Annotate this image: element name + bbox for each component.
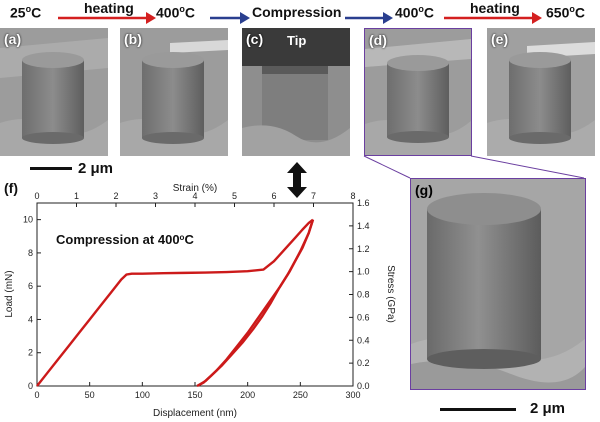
x2-tick-label: 6 bbox=[271, 191, 276, 201]
panel-a-label: (a) bbox=[4, 31, 22, 47]
x-axis-title: Displacement (nm) bbox=[153, 408, 237, 419]
temp-400-label-b: 400oC bbox=[395, 4, 434, 21]
x2-tick-label: 0 bbox=[34, 191, 39, 201]
heating-arrow-1 bbox=[58, 12, 156, 24]
x2-tick-label: 8 bbox=[350, 191, 355, 201]
scale-bar-bottom-label: 2 μm bbox=[530, 400, 566, 417]
y2-tick-label: 0.2 bbox=[357, 358, 370, 368]
series-unloading bbox=[196, 219, 315, 388]
compression-label: Compression bbox=[252, 4, 342, 20]
panel-g-label: (g) bbox=[415, 182, 433, 198]
y2-tick-label: 1.0 bbox=[357, 267, 370, 277]
y2-tick-label: 0.4 bbox=[357, 335, 370, 345]
x-tick-label: 200 bbox=[240, 390, 255, 400]
x2-tick-label: 4 bbox=[192, 191, 197, 201]
y2-tick-label: 1.2 bbox=[357, 244, 370, 254]
temp-start-label: 25oC bbox=[10, 4, 42, 21]
scale-bar-top-label: 2 μm bbox=[78, 160, 114, 177]
y2-tick-label: 1.6 bbox=[357, 198, 370, 208]
panel-c-label: (c) bbox=[246, 31, 264, 47]
temp-400-label-a: 400oC bbox=[156, 4, 195, 21]
temp-650-label: 650oC bbox=[546, 4, 585, 21]
x2-tick-label: 1 bbox=[74, 191, 79, 201]
blue-arrow-1 bbox=[210, 12, 250, 24]
load-displacement-chart: Compression at 400oC Displacement (nm) S… bbox=[4, 183, 396, 419]
plot-frame bbox=[36, 202, 354, 387]
sem-panel-e: (e) bbox=[487, 28, 595, 156]
heating-label-2: heating bbox=[470, 0, 520, 16]
panel-d-label: (d) bbox=[369, 32, 387, 48]
y-tick-label: 0 bbox=[28, 381, 33, 391]
tip-label: Tip bbox=[287, 33, 307, 48]
x-tick-label: 250 bbox=[293, 390, 308, 400]
y-axis-title: Load (mN) bbox=[4, 270, 15, 317]
x-tick-label: 0 bbox=[34, 390, 39, 400]
sem-panel-d: (d) bbox=[364, 28, 472, 156]
y-tick-label: 2 bbox=[28, 348, 33, 358]
x2-tick-label: 3 bbox=[153, 191, 158, 201]
y2-tick-label: 0.8 bbox=[357, 290, 370, 300]
y-tick-label: 10 bbox=[23, 215, 33, 225]
y2-tick-label: 0.6 bbox=[357, 312, 370, 322]
panel-e-label: (e) bbox=[491, 31, 509, 47]
sem-panel-b: (b) bbox=[120, 28, 228, 156]
x-tick-label: 150 bbox=[187, 390, 202, 400]
sem-panel-a: (a) bbox=[0, 28, 108, 156]
x-tick-label: 300 bbox=[345, 390, 360, 400]
heating-label-1: heating bbox=[84, 0, 134, 16]
x-tick-label: 50 bbox=[85, 390, 95, 400]
y2-tick-label: 1.4 bbox=[357, 221, 370, 231]
sem-panel-g: (g) bbox=[410, 178, 586, 390]
scale-bar-bottom bbox=[440, 408, 516, 411]
heating-arrow-2 bbox=[444, 12, 542, 24]
x-tick-label: 100 bbox=[135, 390, 150, 400]
x2-tick-label: 5 bbox=[232, 191, 237, 201]
sem-panel-c: (c) Tip bbox=[242, 28, 350, 156]
y2-tick-label: 0.0 bbox=[357, 381, 370, 391]
chart-title: Compression at 400oC bbox=[56, 232, 194, 247]
double-arrow-icon bbox=[287, 162, 307, 198]
x2-tick-label: 2 bbox=[113, 191, 118, 201]
series-reloading bbox=[196, 219, 315, 388]
y-tick-label: 4 bbox=[28, 314, 33, 324]
x2-tick-label: 7 bbox=[311, 191, 316, 201]
y-tick-label: 6 bbox=[28, 281, 33, 291]
y-tick-label: 8 bbox=[28, 248, 33, 258]
series-loading bbox=[36, 218, 314, 387]
panel-b-label: (b) bbox=[124, 31, 142, 47]
blue-arrow-2 bbox=[345, 12, 393, 24]
x2-axis-title: Strain (%) bbox=[173, 183, 217, 194]
scale-bar-top bbox=[30, 167, 72, 170]
panel-f-label: (f) bbox=[4, 180, 18, 196]
y2-axis-title: Stress (GPa) bbox=[385, 265, 396, 323]
